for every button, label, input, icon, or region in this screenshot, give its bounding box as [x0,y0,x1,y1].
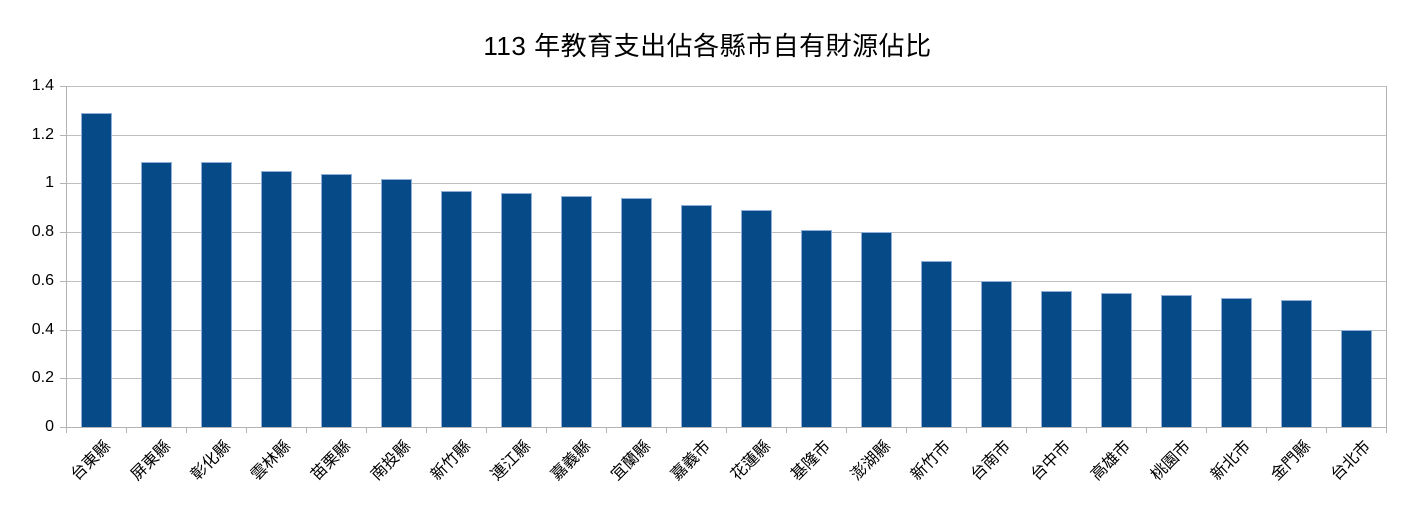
x-axis-tick [366,427,367,433]
gridline [66,280,1386,282]
gridline [66,232,1386,234]
y-axis-label: 1.2 [31,125,54,143]
y-axis-tick [60,134,66,136]
x-axis-tick [966,427,967,433]
y-axis-tick [60,280,66,282]
x-axis-tick [1146,427,1147,433]
bar [1280,300,1312,427]
chart-title: 113 年教育支出佔各縣市自有財源佔比 [483,31,932,61]
y-axis-tick [60,378,66,380]
x-axis-label: 苗栗縣 [308,438,355,484]
x-axis-label: 彰化縣 [188,438,235,484]
x-axis-label: 嘉義縣 [548,438,595,484]
x-axis-label: 宜蘭縣 [608,438,655,484]
bar [1340,329,1372,427]
bar [440,190,472,427]
x-axis-label: 嘉義市 [668,438,715,484]
x-axis-label: 台北市 [1328,438,1375,484]
y-axis-line [66,86,67,427]
x-axis-tick [846,427,847,433]
x-axis-tick [1206,427,1207,433]
x-axis-tick [606,427,607,433]
y-axis-label: 1.4 [31,77,54,94]
bar [980,280,1012,427]
x-axis-tick [1386,427,1387,433]
x-axis-label: 高雄市 [1088,438,1135,484]
x-axis-label: 澎湖縣 [848,438,895,484]
x-axis-tick [246,427,247,433]
x-axis-tick [1086,427,1087,433]
bar [1100,293,1132,427]
bar [1220,297,1252,427]
y-axis-label: 1 [45,174,54,192]
y-axis-label: 0.8 [31,223,54,241]
bar [1160,295,1192,427]
x-axis-label: 桃園市 [1148,438,1195,484]
x-axis-label: 雲林縣 [248,438,295,484]
x-axis-tick [486,427,487,433]
bar [200,161,232,427]
gridline [66,86,1386,87]
bar [860,232,892,427]
x-axis-label: 台南市 [968,438,1015,484]
bar [800,229,832,427]
x-axis-tick [1326,427,1327,433]
x-axis-tick [906,427,907,433]
bar [1040,290,1072,427]
y-axis-tick [60,86,66,87]
gridline [66,378,1386,380]
x-axis-label: 台中市 [1028,438,1075,484]
x-axis-tick [186,427,187,433]
x-axis-tick [306,427,307,433]
x-axis-label: 南投縣 [368,438,415,484]
bar [380,178,412,427]
y-axis-label: 0.4 [31,320,54,338]
y-axis-tick [60,329,66,331]
x-axis-label: 新竹市 [908,438,955,484]
y-axis-tick [60,183,66,185]
x-axis-label: 屏東縣 [128,438,175,484]
bar [620,198,652,427]
bar [560,195,592,427]
y-axis-tick [60,232,66,234]
y-axis-tick [60,427,66,428]
y-axis-label: 0 [45,418,54,435]
x-axis-tick [726,427,727,433]
bar [500,193,532,427]
x-axis-label: 新北市 [1208,438,1255,484]
x-axis-label: 花蓮縣 [728,438,775,484]
y-axis-label: 0.6 [31,271,54,289]
x-axis-label: 連江縣 [488,438,535,484]
x-axis-label: 基隆市 [788,438,835,484]
y-axis-label: 0.2 [31,369,54,387]
gridline [66,329,1386,331]
bar [80,112,112,427]
x-axis-tick [1266,427,1267,433]
x-axis-tick [126,427,127,433]
x-axis-tick [1026,427,1027,433]
bar [260,171,292,427]
bar [680,205,712,427]
x-axis-tick [546,427,547,433]
plot-right-border [1386,86,1387,433]
x-axis-tick [666,427,667,433]
x-axis-label: 金門縣 [1268,438,1315,484]
bar [740,210,772,427]
x-axis-tick [426,427,427,433]
x-axis-label: 台東縣 [68,438,115,484]
bar [920,261,952,427]
x-axis-tick [66,427,67,433]
gridline [66,183,1386,185]
gridline [66,134,1386,136]
bar [140,161,172,427]
bar [320,173,352,427]
x-axis-label: 新竹縣 [428,438,475,484]
x-axis-tick [786,427,787,433]
